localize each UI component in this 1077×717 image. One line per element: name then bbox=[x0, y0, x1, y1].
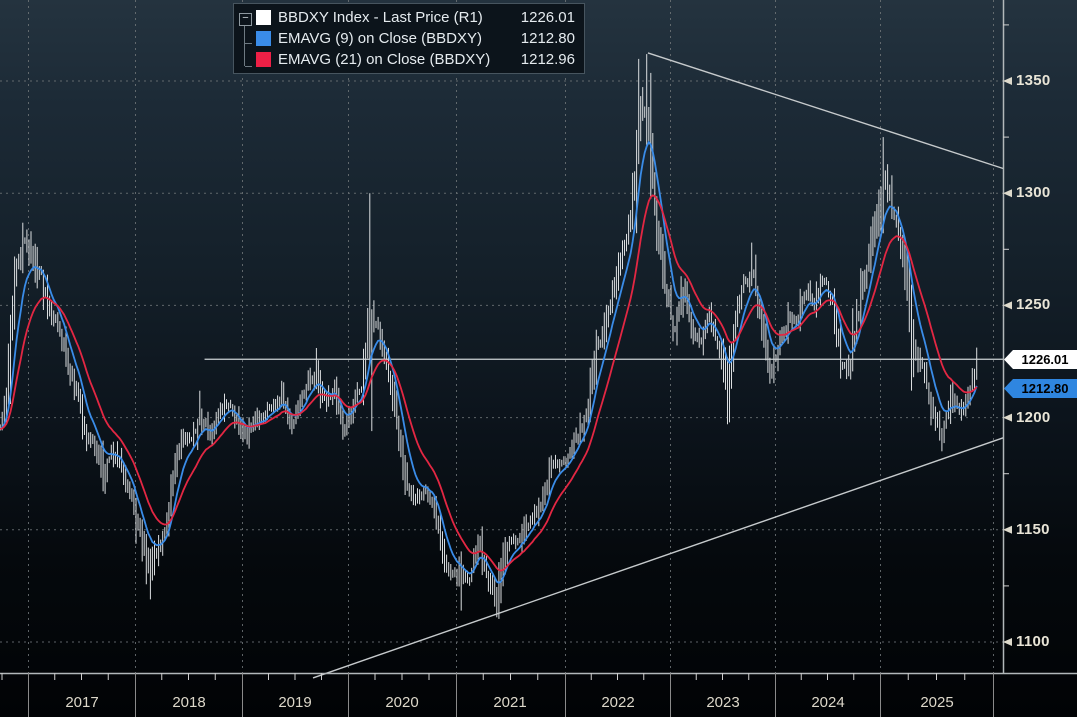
ema9-price-badge: 1212.80 bbox=[1004, 379, 1077, 398]
legend-row-emavg9[interactable]: EMAVG (9) on Close (BBDXY) 1212.80 bbox=[256, 30, 575, 47]
x-axis-year: 2019 bbox=[278, 694, 312, 711]
chart-legend[interactable]: − BBDXY Index - Last Price (R1) 1226.01 … bbox=[233, 3, 585, 74]
x-axis-year: 2022 bbox=[601, 694, 635, 711]
last-price-badge: 1226.01 bbox=[1004, 350, 1077, 369]
emavg9-swatch-icon bbox=[256, 31, 271, 46]
legend-row-emavg21[interactable]: EMAVG (21) on Close (BBDXY) 1212.96 bbox=[256, 51, 575, 68]
legend-label: BBDXY Index - Last Price (R1) bbox=[278, 9, 483, 26]
x-axis-year: 2024 bbox=[811, 694, 845, 711]
x-axis-year: 2020 bbox=[385, 694, 419, 711]
legend-label: EMAVG (9) on Close (BBDXY) bbox=[278, 30, 482, 47]
y-axis-label: 1250 bbox=[1016, 296, 1051, 313]
x-axis-year: 2017 bbox=[65, 694, 99, 711]
last-price-swatch-icon bbox=[256, 10, 271, 25]
y-axis-label: 1150 bbox=[1016, 521, 1050, 538]
legend-collapse-icon[interactable]: − bbox=[239, 13, 252, 26]
legend-value: 1212.96 bbox=[520, 51, 575, 68]
y-axis-label: 1200 bbox=[1016, 409, 1051, 426]
x-axis-year: 2025 bbox=[920, 694, 954, 711]
legend-value: 1212.80 bbox=[520, 30, 575, 47]
emavg21-swatch-icon bbox=[256, 52, 271, 67]
y-axis-label: 1100 bbox=[1016, 633, 1050, 650]
legend-label: EMAVG (21) on Close (BBDXY) bbox=[278, 51, 491, 68]
y-axis-label: 1350 bbox=[1016, 72, 1051, 89]
legend-tree-line bbox=[245, 43, 252, 44]
x-axis-year: 2018 bbox=[172, 694, 206, 711]
y-axis-label: 1300 bbox=[1016, 184, 1051, 201]
legend-tree-line bbox=[244, 25, 245, 66]
legend-tree-line bbox=[245, 66, 252, 67]
x-axis-year: 2021 bbox=[493, 694, 527, 711]
legend-value: 1226.01 bbox=[520, 9, 575, 26]
x-axis-year: 2023 bbox=[706, 694, 740, 711]
legend-row-last-price[interactable]: BBDXY Index - Last Price (R1) 1226.01 bbox=[256, 9, 575, 26]
